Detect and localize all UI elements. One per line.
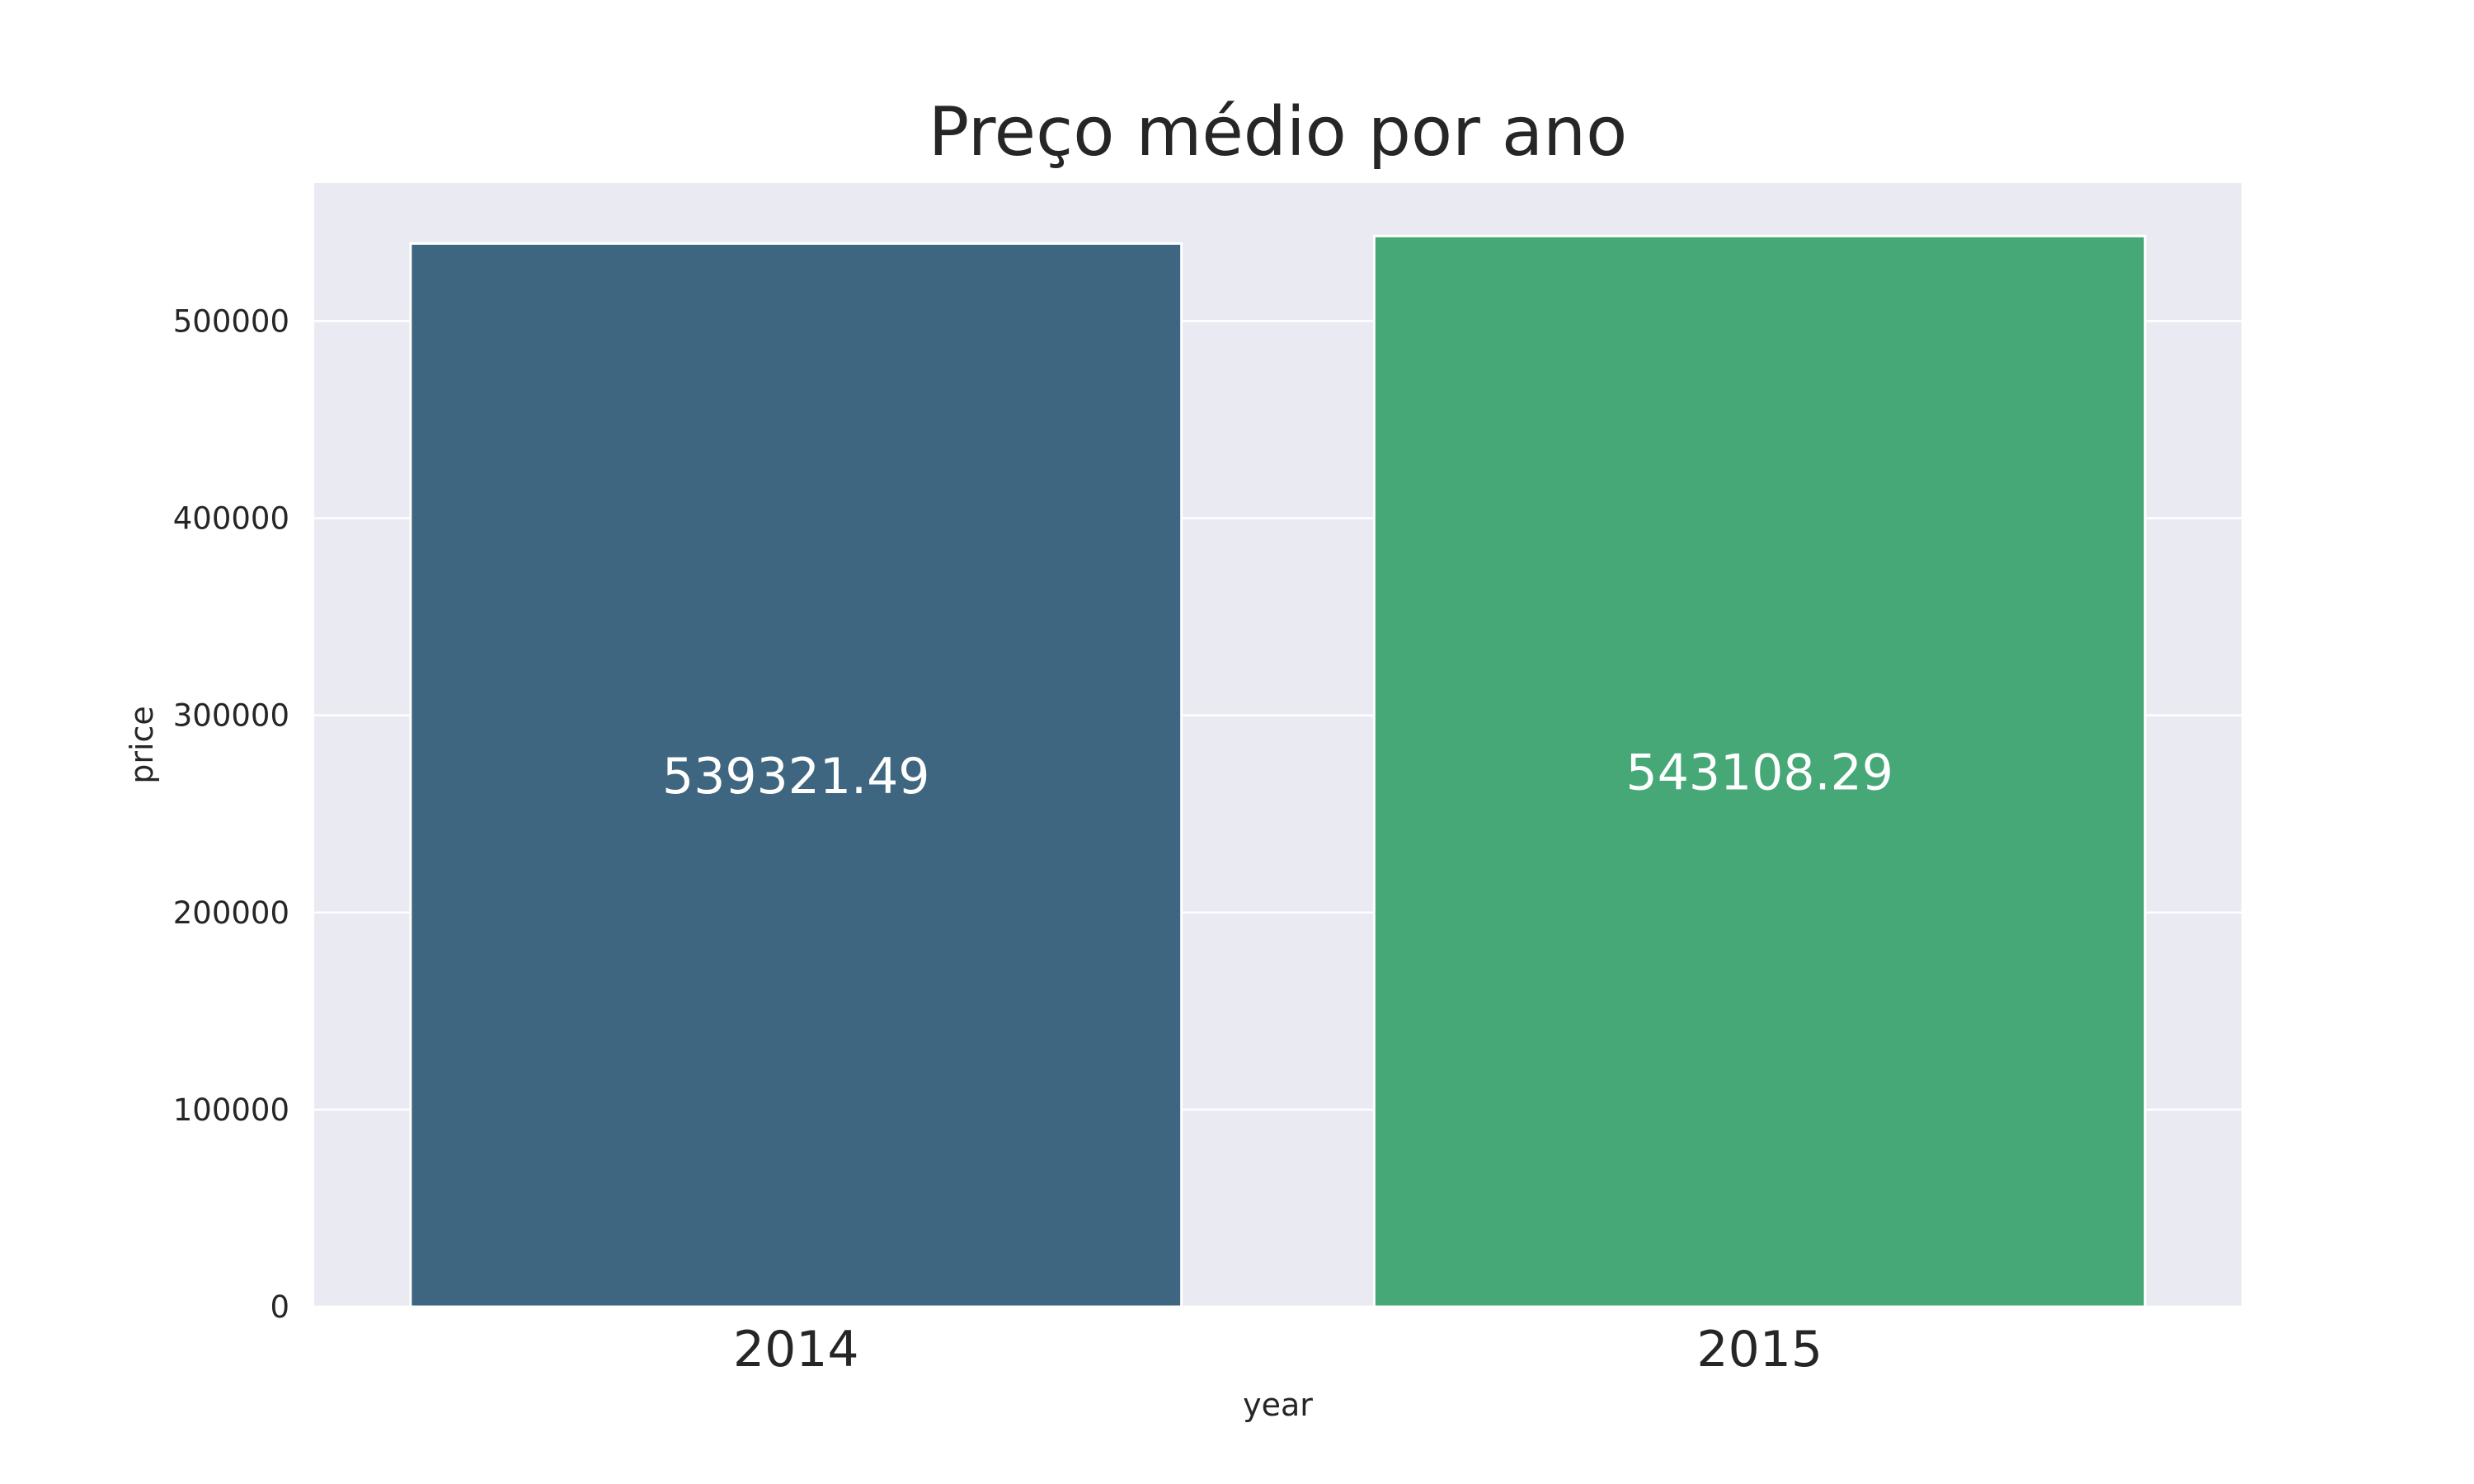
y-tick-label: 100000 — [173, 1092, 289, 1128]
y-axis-label: price — [124, 706, 160, 784]
y-tick-label: 200000 — [173, 895, 289, 931]
bar-2015 — [1372, 234, 2147, 1308]
bars — [409, 234, 2147, 1308]
y-tick-label: 400000 — [173, 501, 289, 537]
x-tick-label-2015: 2015 — [1696, 1321, 1823, 1378]
x-axis-label: year — [1243, 1387, 1313, 1423]
y-tick-label: 500000 — [173, 303, 289, 339]
y-axis-ticks: 0 100000 200000 300000 400000 500000 — [173, 303, 289, 1325]
y-tick-label: 0 — [270, 1289, 289, 1325]
x-axis-ticks: 2014 2015 — [733, 1321, 1823, 1378]
bar-value-label-2014: 539321.49 — [662, 748, 929, 805]
chart-title: Preço médio por ano — [929, 93, 1627, 171]
y-tick-label: 300000 — [173, 698, 289, 734]
bar-2014 — [409, 242, 1183, 1308]
data-labels: 539321.49 543108.29 — [662, 744, 1893, 806]
bar-value-label-2015: 543108.29 — [1626, 744, 1893, 802]
x-tick-label-2014: 2014 — [733, 1321, 859, 1378]
